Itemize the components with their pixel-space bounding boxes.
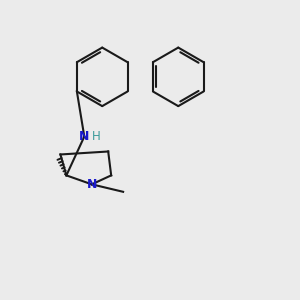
Text: N: N xyxy=(87,178,97,191)
Text: H: H xyxy=(92,130,100,143)
Text: N: N xyxy=(79,130,89,143)
